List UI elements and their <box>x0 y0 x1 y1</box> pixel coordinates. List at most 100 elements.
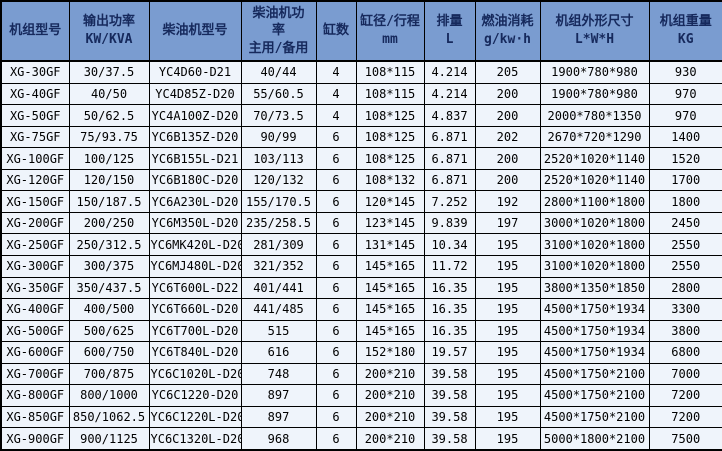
cell-model: XG-50GF <box>0 104 70 127</box>
cell-cylinders: 6 <box>315 211 357 235</box>
column-header-cylinders: 缸数 <box>315 0 357 62</box>
cell-displacement: 7.252 <box>423 190 476 213</box>
cell-fuel-consumption: 195 <box>474 254 541 278</box>
cell-engine-power: 968 <box>240 427 317 451</box>
cell-output-power: 30/37.5 <box>68 60 150 84</box>
cell-engine-model: YC6C1220L-D20 <box>148 405 242 429</box>
cell-cylinders: 6 <box>315 384 357 407</box>
cell-output-power: 150/187.5 <box>68 190 150 213</box>
cell-bore-stroke: 108*125 <box>355 104 425 127</box>
cell-engine-model: YC6M350L-D20 <box>148 211 242 235</box>
cell-displacement: 16.35 <box>423 276 476 300</box>
cell-engine-power: 103/113 <box>240 147 317 170</box>
cell-engine-model: YC4D85Z-D20 <box>148 82 242 106</box>
cell-engine-power: 40/44 <box>240 60 317 84</box>
cell-fuel-consumption: 195 <box>474 233 541 256</box>
cell-dimensions: 5000*1800*2100 <box>539 427 650 451</box>
cell-bore-stroke: 145*165 <box>355 319 425 343</box>
cell-model: XG-800GF <box>0 384 70 407</box>
cell-output-power: 120/150 <box>68 168 150 192</box>
cell-engine-model: YC6B155L-D21 <box>148 147 242 170</box>
cell-engine-model: YC4D60-D21 <box>148 60 242 84</box>
cell-engine-model: YC6T600L-D22 <box>148 276 242 300</box>
column-header-weight: 机组重量 KG <box>648 0 722 62</box>
cell-dimensions: 4500*1750*2100 <box>539 405 650 429</box>
cell-weight: 970 <box>648 82 722 106</box>
cell-cylinders: 6 <box>315 147 357 170</box>
cell-output-power: 900/1125 <box>68 427 150 451</box>
cell-dimensions: 4500*1750*1934 <box>539 319 650 343</box>
cell-engine-model: YC6MK420L-D20 <box>148 233 242 256</box>
cell-engine-power: 748 <box>240 362 317 386</box>
cell-cylinders: 6 <box>315 190 357 213</box>
header-row: 机组型号 输出功率 KW/KVA 柴油机型号 柴油机功 率 主用/备用 缸数 缸径/行程 … <box>0 0 722 62</box>
cell-fuel-consumption: 200 <box>474 147 541 170</box>
table-row: XG-40GF 40/50 YC4D85Z-D20 55/60.5 4 108*115 4.… <box>0 82 722 106</box>
cell-weight: 1800 <box>648 190 722 213</box>
cell-output-power: 350/437.5 <box>68 276 150 300</box>
cell-engine-model: YC6A230L-D20 <box>148 190 242 213</box>
cell-output-power: 850/1062.5 <box>68 405 150 429</box>
cell-output-power: 500/625 <box>68 319 150 343</box>
cell-engine-power: 90/99 <box>240 125 317 149</box>
cell-cylinders: 6 <box>315 298 357 321</box>
cell-displacement: 6.871 <box>423 168 476 192</box>
cell-weight: 2550 <box>648 233 722 256</box>
cell-dimensions: 3800*1350*1850 <box>539 276 650 300</box>
cell-bore-stroke: 108*115 <box>355 60 425 84</box>
cell-model: XG-40GF <box>0 82 70 106</box>
column-header-displacement: 排量 L <box>423 0 476 62</box>
cell-fuel-consumption: 195 <box>474 298 541 321</box>
cell-bore-stroke: 123*145 <box>355 211 425 235</box>
cell-model: XG-850GF <box>0 405 70 429</box>
cell-model: XG-150GF <box>0 190 70 213</box>
cell-engine-power: 401/441 <box>240 276 317 300</box>
cell-model: XG-120GF <box>0 168 70 192</box>
table-row: XG-900GF 900/1125 YC6C1320L-D20 968 6 200*210… <box>0 427 722 451</box>
cell-fuel-consumption: 197 <box>474 211 541 235</box>
cell-fuel-consumption: 200 <box>474 104 541 127</box>
cell-fuel-consumption: 200 <box>474 168 541 192</box>
cell-displacement: 4.837 <box>423 104 476 127</box>
cell-weight: 1520 <box>648 147 722 170</box>
cell-engine-model: YC6C1220-D20 <box>148 384 242 407</box>
cell-displacement: 19.57 <box>423 341 476 364</box>
cell-weight: 7200 <box>648 405 722 429</box>
table-body: XG-30GF 30/37.5 YC4D60-D21 40/44 4 108*115 4.2… <box>0 60 722 451</box>
cell-displacement: 39.58 <box>423 384 476 407</box>
cell-fuel-consumption: 195 <box>474 405 541 429</box>
cell-dimensions: 3100*1020*1800 <box>539 233 650 256</box>
cell-output-power: 75/93.75 <box>68 125 150 149</box>
cell-weight: 930 <box>648 60 722 84</box>
cell-displacement: 39.58 <box>423 405 476 429</box>
cell-weight: 3300 <box>648 298 722 321</box>
cell-output-power: 800/1000 <box>68 384 150 407</box>
cell-engine-power: 55/60.5 <box>240 82 317 106</box>
cell-cylinders: 6 <box>315 276 357 300</box>
table-row: XG-400GF 400/500 YC6T660L-D20 441/485 6 145*1… <box>0 298 722 321</box>
cell-output-power: 250/312.5 <box>68 233 150 256</box>
cell-model: XG-30GF <box>0 60 70 84</box>
cell-engine-power: 321/352 <box>240 254 317 278</box>
cell-dimensions: 4500*1750*2100 <box>539 384 650 407</box>
table-row: XG-350GF 350/437.5 YC6T600L-D22 401/441 6 145… <box>0 276 722 300</box>
cell-dimensions: 2520*1020*1140 <box>539 168 650 192</box>
cell-dimensions: 4500*1750*1934 <box>539 341 650 364</box>
table-row: XG-250GF 250/312.5 YC6MK420L-D20 281/309 6 13… <box>0 233 722 256</box>
cell-model: XG-500GF <box>0 319 70 343</box>
cell-cylinders: 6 <box>315 427 357 451</box>
cell-model: XG-700GF <box>0 362 70 386</box>
cell-bore-stroke: 145*165 <box>355 276 425 300</box>
table-row: XG-500GF 500/625 YC6T700L-D20 515 6 145*165 16… <box>0 319 722 343</box>
cell-weight: 970 <box>648 104 722 127</box>
cell-fuel-consumption: 195 <box>474 384 541 407</box>
cell-dimensions: 2000*780*1350 <box>539 104 650 127</box>
table-row: XG-100GF 100/125 YC6B155L-D21 103/113 6 108*1… <box>0 147 722 170</box>
table-row: XG-600GF 600/750 YC6T840L-D20 616 6 152*180 19… <box>0 341 722 364</box>
cell-cylinders: 6 <box>315 405 357 429</box>
cell-weight: 6800 <box>648 341 722 364</box>
cell-fuel-consumption: 195 <box>474 319 541 343</box>
cell-bore-stroke: 108*125 <box>355 147 425 170</box>
table-row: XG-75GF 75/93.75 YC6B135Z-D20 90/99 6 108*125… <box>0 125 722 149</box>
